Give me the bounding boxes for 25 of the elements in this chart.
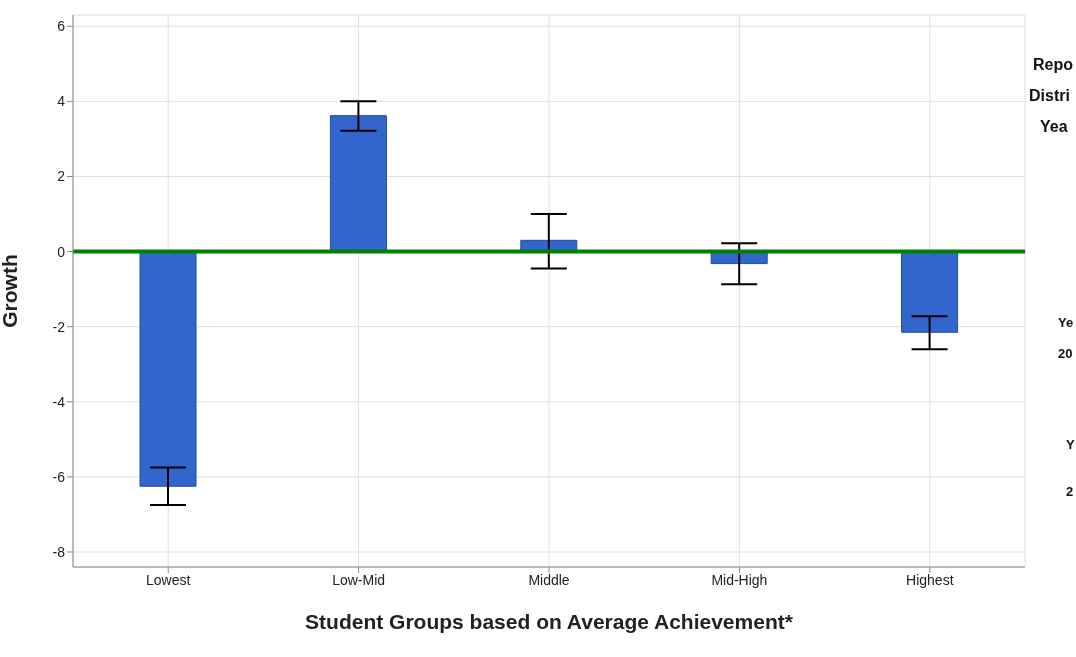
y-tick-label: -4 <box>52 393 66 410</box>
y-tick-label: 6 <box>57 18 66 35</box>
x-axis-title: Student Groups based on Average Achievement* <box>305 610 794 633</box>
text: 2 <box>1066 484 1074 499</box>
text: Repo <box>1033 56 1073 74</box>
text: Yea <box>1040 118 1068 136</box>
bar <box>329 115 387 253</box>
x-tick-label: Middle <box>528 571 570 588</box>
x-tick-label: Mid-High <box>711 571 768 588</box>
text: Y <box>1066 437 1075 452</box>
x-tick-label: Lowest <box>146 571 191 588</box>
text: 20 <box>1058 346 1073 361</box>
y-tick-label: 4 <box>57 93 66 110</box>
y-tick-label: -2 <box>52 318 66 335</box>
y-tick-label: -8 <box>52 543 66 560</box>
y-tick-label: 0 <box>57 243 66 260</box>
bar <box>139 251 197 487</box>
y-tick-label: 2 <box>57 168 66 185</box>
x-tick-label: Highest <box>906 571 954 588</box>
bar <box>901 251 959 333</box>
y-axis-title: Growth <box>0 254 22 328</box>
text: Distri <box>1029 87 1070 105</box>
x-tick-label: Low-Mid <box>332 571 386 588</box>
y-tick-label: -6 <box>52 468 66 485</box>
text: Ye <box>1058 315 1074 330</box>
